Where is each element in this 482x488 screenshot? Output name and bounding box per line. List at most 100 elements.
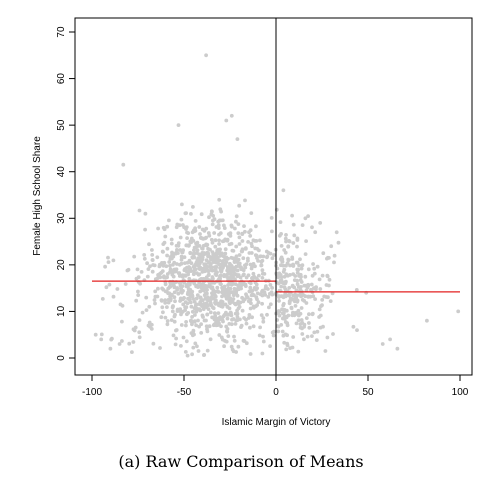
scatter-point [193, 313, 197, 317]
scatter-point [146, 267, 151, 271]
scatter-point [240, 248, 245, 253]
scatter-point [229, 282, 234, 287]
scatter-point [217, 333, 222, 337]
scatter-point [171, 262, 175, 267]
scatter-point [246, 258, 250, 263]
scatter-point [298, 278, 303, 282]
scatter-point [194, 241, 198, 246]
scatter-point [298, 257, 302, 262]
scatter-point [217, 197, 222, 202]
scatter-point [196, 318, 200, 323]
scatter-point [191, 272, 196, 277]
scatter-point [388, 337, 392, 342]
scatter-point [143, 227, 148, 232]
scatter-point [181, 302, 186, 307]
scatter-point [307, 312, 311, 317]
scatter-point [190, 322, 194, 327]
x-tick-label: 0 [273, 387, 279, 398]
scatter-point [180, 202, 184, 207]
scatter-point [279, 323, 284, 327]
scatter-point [189, 212, 193, 216]
scatter-point [312, 266, 317, 271]
scatter-point [234, 214, 239, 219]
scatter-point [180, 250, 185, 255]
scatter-point [310, 273, 315, 278]
scatter-point [253, 253, 258, 257]
scatter-point [209, 209, 214, 214]
scatter-point [291, 335, 296, 339]
scatter-point [317, 277, 322, 282]
scatter-point [304, 316, 309, 320]
scatter-point [286, 244, 291, 249]
scatter-point [198, 295, 203, 300]
scatter-point [103, 264, 107, 269]
scatter-point [236, 344, 241, 349]
scatter-point [251, 324, 256, 329]
scatter-point [249, 241, 254, 246]
scatter-point [326, 295, 330, 300]
scatter-point [191, 328, 196, 333]
scatter-point [260, 301, 264, 306]
scatter-point [126, 267, 131, 272]
scatter-point [236, 306, 241, 311]
scatter-point [277, 294, 282, 298]
scatter-point [246, 240, 251, 244]
scatter-point [315, 329, 320, 334]
scatter-point [179, 217, 184, 222]
scatter-point [100, 297, 105, 301]
scatter-point [175, 309, 180, 313]
scatter-point [292, 233, 297, 238]
scatter-point [202, 293, 207, 298]
scatter-point [299, 285, 303, 289]
scatter-point [183, 308, 188, 312]
scatter-point [313, 297, 317, 301]
scatter-point [310, 225, 314, 230]
scatter-point [159, 315, 164, 320]
scatter-point [200, 255, 205, 259]
scatter-point [225, 329, 229, 333]
scatter-point [171, 274, 176, 279]
scatter-point [190, 315, 195, 319]
scatter-point [291, 241, 296, 245]
scatter-point [287, 286, 292, 290]
scatter-point [236, 262, 241, 266]
scatter-point [298, 322, 303, 326]
scatter-point [268, 344, 272, 348]
scatter-point [296, 318, 301, 323]
scatter-point [252, 293, 256, 298]
scatter-point [351, 324, 356, 329]
scatter-point [294, 260, 299, 265]
scatter-point [202, 262, 207, 267]
scatter-point [153, 301, 157, 306]
scatter-point [294, 321, 299, 326]
scatter-point [283, 250, 288, 255]
scatter-point [296, 308, 301, 313]
scatter-point [208, 310, 213, 315]
scatter-point [311, 294, 316, 299]
scatter-point [179, 286, 184, 291]
scatter-point [118, 302, 123, 307]
scatter-point [210, 222, 215, 227]
scatter-point [226, 334, 231, 338]
scatter-point [232, 334, 236, 339]
scatter-point [217, 218, 222, 223]
scatter-point [137, 330, 142, 335]
scatter-point [170, 251, 175, 256]
scatter-point [175, 262, 179, 266]
scatter-point [168, 297, 173, 301]
scatter-point [199, 212, 204, 217]
scatter-point [175, 286, 180, 290]
scatter-point [220, 266, 225, 270]
scatter-point [279, 284, 284, 289]
scatter-point [140, 310, 145, 315]
scatter-point [219, 335, 224, 340]
scatter-point [186, 244, 191, 248]
scatter-point [315, 264, 320, 269]
scatter-point [292, 278, 297, 282]
scatter-point [290, 255, 295, 260]
scatter-point [148, 264, 152, 269]
scatter-point [226, 272, 230, 276]
scatter-point [302, 322, 307, 327]
scatter-point [222, 344, 227, 349]
scatter-point [240, 231, 245, 236]
